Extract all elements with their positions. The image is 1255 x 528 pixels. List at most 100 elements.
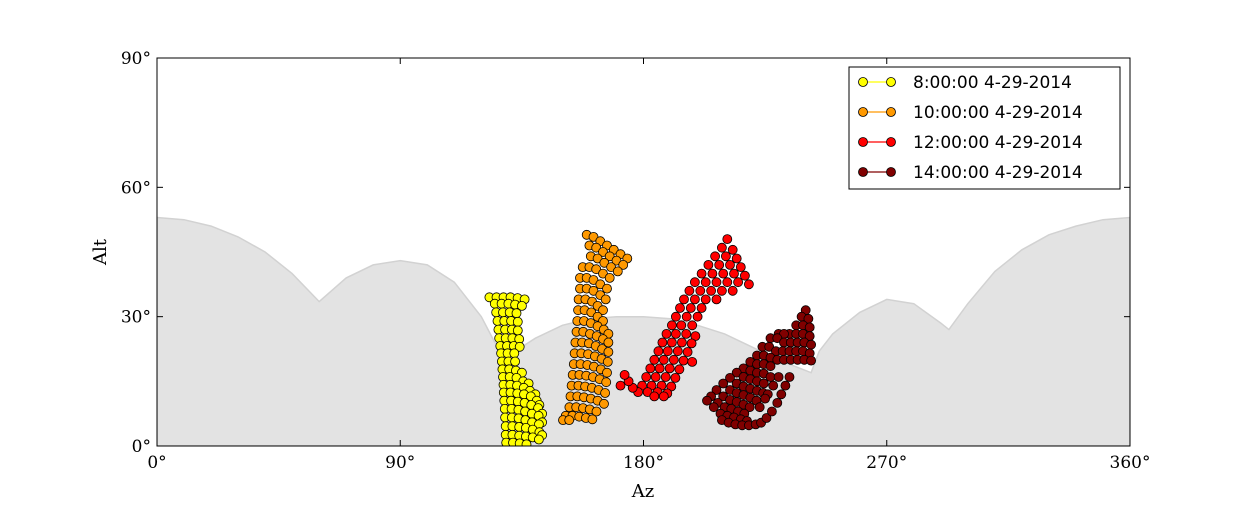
data-point [618,259,629,270]
y-axis-label: Alt [90,238,111,266]
data-point [675,303,685,313]
data-point [725,259,735,270]
data-point [684,285,695,296]
data-point [602,356,613,367]
data-point [685,303,696,313]
data-point [695,285,706,296]
legend: 8:00:00 4-29-2014 10:00:00 4-29-2014 12:00… [848,66,1121,190]
data-point [602,283,612,294]
data-point [598,305,608,316]
data-point [707,268,718,279]
horizon-mask [157,216,1130,446]
series-3 [615,234,754,402]
data-point [604,272,615,283]
data-point [587,414,598,425]
y-tick-label: 90° [121,49,151,69]
data-point [776,389,787,400]
data-point [702,395,712,406]
data-point [591,406,602,417]
data-point [509,348,520,359]
legend-label: 8:00:00 4-29-2014 [913,73,1072,93]
data-point [722,234,733,245]
x-tick-labels: 0° 90° 180° 270° 360° [147,453,1150,473]
data-point [641,372,652,382]
data-point [657,337,668,348]
data-point [767,406,777,417]
data-point [718,268,729,279]
data-point [780,380,791,391]
data-point [671,311,681,322]
data-point [700,294,711,305]
data-point [768,380,779,391]
data-point [721,251,731,262]
data-point [649,391,660,402]
data-point [682,347,693,357]
data-point [564,415,575,426]
axis-ticks [156,57,1131,447]
data-point [772,397,783,408]
data-point [667,337,677,348]
legend-label: 10:00:00 4-29-2014 [913,103,1083,123]
x-tick-label: 270° [866,453,907,473]
data-point [600,294,611,305]
x-tick-label: 0° [147,453,166,473]
y-tick-label: 0° [132,437,151,457]
data-point [514,341,525,352]
data-point [668,354,679,365]
data-point [612,266,623,277]
data-point [686,338,697,349]
data-point [615,380,626,391]
data-point [690,294,700,305]
data-point [729,268,739,279]
data-point [696,303,707,313]
legend-item: 8:00:00 4-29-2014 [858,73,1072,93]
data-point [725,372,735,383]
data-point [754,402,765,413]
data-point [517,300,527,311]
data-point [760,393,770,404]
data-point [649,354,660,365]
data-point [765,361,776,372]
data-point [670,372,681,383]
data-point [761,413,772,423]
data-point [681,328,692,339]
x-tick-label: 360° [1110,453,1151,473]
data-point [677,337,687,348]
data-point [773,372,784,382]
data-point [731,253,742,264]
legend-label: 12:00:00 4-29-2014 [913,133,1083,153]
data-point [711,294,722,305]
data-point [512,325,523,336]
data-point [717,285,727,296]
data-point [764,341,775,352]
data-point [733,277,743,288]
data-point [744,402,755,413]
data-point [806,339,816,350]
data-point [711,385,722,395]
legend-marker [886,167,896,177]
legend-item: 12:00:00 4-29-2014 [858,133,1083,153]
legend-marker [858,167,868,177]
legend-item: 10:00:00 4-29-2014 [858,103,1083,123]
data-point [718,378,729,389]
x-tick-label: 180° [623,453,664,473]
data-point [678,355,689,366]
data-point [703,259,714,270]
data-point [740,270,750,281]
data-point [806,355,816,366]
data-point [681,311,692,322]
y-tick-labels: 0° 30° 60° 90° [121,49,151,457]
data-point [700,277,711,288]
x-axis-label: Az [631,481,654,502]
data-point [599,398,609,409]
data-point [664,363,675,374]
data-point [744,279,754,290]
data-point [717,242,727,253]
data-point [653,346,664,357]
data-points [484,229,816,446]
data-point [735,262,746,273]
data-point [758,378,769,389]
data-point [687,320,698,331]
data-point [692,311,703,322]
